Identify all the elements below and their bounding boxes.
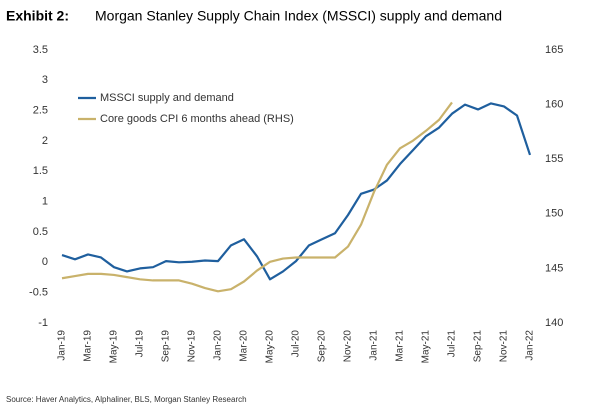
- x-tick-label: Jan-19: [57, 330, 68, 361]
- x-tick-label: May-19: [109, 330, 120, 364]
- y2-tick-label: 145: [545, 262, 563, 274]
- y2-tick-label: 165: [545, 44, 563, 56]
- source: Source: Haver Analytics, Alphaliner, BLS…: [6, 395, 247, 404]
- y-tick-label: 3: [42, 74, 48, 86]
- x-tick-label: Nov-20: [343, 330, 354, 363]
- x-tick-label: Sep-21: [473, 330, 484, 363]
- y-tick-label: 1: [42, 196, 48, 208]
- y2-tick-label: 160: [545, 99, 563, 111]
- x-tick-label: May-21: [421, 330, 432, 364]
- y-tick-label: 0.5: [33, 226, 48, 238]
- x-tick-label: May-20: [265, 330, 276, 364]
- x-tick-label: Sep-19: [161, 330, 172, 363]
- y-tick-label: -0.5: [29, 287, 48, 299]
- y-tick-label: 2: [42, 135, 48, 147]
- x-tick-label: Jul-20: [291, 330, 302, 358]
- x-tick-label: Jan-20: [213, 330, 224, 361]
- y-tick-label: 0: [42, 256, 48, 268]
- legend-label: MSSCI supply and demand: [100, 92, 234, 104]
- x-tick-label: Mar-20: [239, 330, 250, 362]
- y-tick-label: 2.5: [33, 105, 48, 117]
- title-label: Exhibit 2:: [6, 8, 69, 24]
- legend-label: Core goods CPI 6 months ahead (RHS): [100, 113, 294, 125]
- x-tick-label: Jul-19: [135, 330, 146, 358]
- y2-tick-label: 155: [545, 153, 563, 165]
- series-line: [61, 102, 532, 281]
- y-tick-label: 1.5: [33, 165, 48, 177]
- x-tick-label: Jan-21: [369, 330, 380, 361]
- y2-tick-label: 140: [545, 317, 563, 329]
- x-tick-label: Sep-20: [317, 330, 328, 363]
- x-tick-label: Mar-19: [83, 330, 94, 362]
- chart-title: Morgan Stanley Supply Chain Index (MSSCI…: [95, 8, 502, 24]
- y2-tick-label: 150: [545, 208, 563, 220]
- x-tick-label: Nov-21: [499, 330, 510, 363]
- y-tick-label: 3.5: [33, 44, 48, 56]
- series-line: [61, 101, 453, 293]
- x-tick-label: Jul-21: [447, 330, 458, 358]
- x-tick-label: Mar-21: [395, 330, 406, 362]
- y-tick-label: -1: [38, 317, 48, 329]
- x-tick-label: Nov-19: [187, 330, 198, 363]
- x-tick-label: Jan-22: [525, 330, 536, 361]
